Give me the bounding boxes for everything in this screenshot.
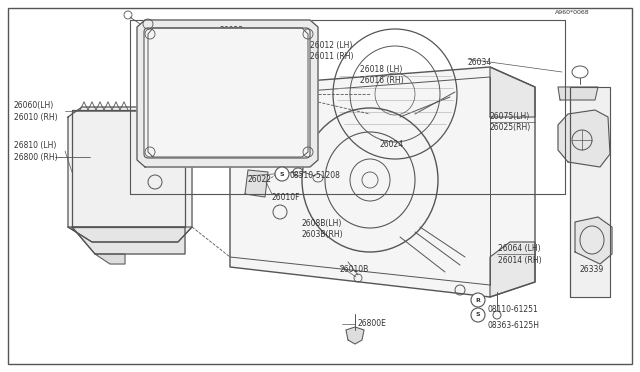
Polygon shape — [95, 254, 125, 264]
Polygon shape — [490, 67, 535, 117]
Text: 26025(RH): 26025(RH) — [490, 122, 531, 131]
Text: 26064 (LH): 26064 (LH) — [498, 244, 541, 253]
Text: A960*0068: A960*0068 — [555, 10, 589, 15]
FancyBboxPatch shape — [144, 28, 310, 158]
Ellipse shape — [580, 226, 604, 254]
Text: 26800 (RH): 26800 (RH) — [14, 153, 58, 161]
Polygon shape — [72, 110, 185, 227]
Text: 26018 (LH): 26018 (LH) — [360, 64, 403, 74]
Text: 26010 (RH): 26010 (RH) — [14, 112, 58, 122]
Text: 26060(LH): 26060(LH) — [14, 100, 54, 109]
Text: 26010B: 26010B — [340, 264, 369, 273]
Polygon shape — [68, 107, 192, 242]
Text: 2608B(LH): 2608B(LH) — [302, 218, 342, 228]
Text: 26075(LH): 26075(LH) — [490, 112, 531, 121]
Text: 08363-6125H: 08363-6125H — [487, 321, 539, 330]
Text: 26024: 26024 — [380, 140, 404, 148]
Polygon shape — [575, 217, 612, 264]
Text: 08110-61251: 08110-61251 — [487, 305, 538, 314]
Text: 26012 (LH): 26012 (LH) — [310, 41, 353, 49]
Text: S: S — [476, 312, 480, 317]
Text: 26023A: 26023A — [175, 138, 204, 147]
Polygon shape — [68, 227, 192, 242]
Text: 26010F: 26010F — [272, 192, 301, 202]
Polygon shape — [346, 327, 364, 344]
Text: 26022: 26022 — [248, 174, 272, 183]
Polygon shape — [230, 67, 535, 297]
Text: 26810 (LH): 26810 (LH) — [14, 141, 56, 150]
Polygon shape — [72, 227, 185, 254]
Circle shape — [471, 293, 485, 307]
Polygon shape — [490, 242, 535, 297]
Polygon shape — [558, 110, 610, 167]
Text: 26023: 26023 — [220, 26, 244, 35]
Text: 26034: 26034 — [468, 58, 492, 67]
Text: 2603B(RH): 2603B(RH) — [302, 230, 344, 238]
Text: 26016 (RH): 26016 (RH) — [360, 76, 404, 84]
Text: R: R — [476, 298, 481, 302]
Polygon shape — [245, 170, 268, 197]
Text: 08510-51208: 08510-51208 — [290, 170, 341, 180]
Text: 26014 (RH): 26014 (RH) — [498, 256, 541, 264]
Circle shape — [275, 167, 289, 181]
Circle shape — [471, 308, 485, 322]
Text: 26800E: 26800E — [357, 320, 386, 328]
Text: 26011 (RH): 26011 (RH) — [310, 51, 353, 61]
Text: 26339: 26339 — [580, 264, 604, 273]
Polygon shape — [570, 87, 610, 297]
Polygon shape — [137, 20, 318, 167]
Text: S: S — [280, 171, 284, 176]
Polygon shape — [558, 87, 598, 100]
